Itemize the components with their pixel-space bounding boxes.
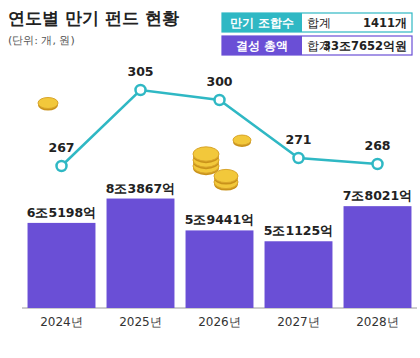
bar-label: 6조5198억 <box>27 205 97 220</box>
bar-label: 8조3867억 <box>106 181 176 196</box>
line-marker <box>294 153 304 163</box>
bar-label: 7조8021억 <box>343 188 413 203</box>
legend-frame <box>222 36 412 55</box>
subtitle: (단위: 개, 원) <box>8 34 75 47</box>
x-tick-label: 2027년 <box>277 315 320 329</box>
legend-label: 결성 총액 <box>236 39 288 53</box>
legend-caption: 합계 <box>307 16 331 30</box>
x-tick-label: 2025년 <box>119 315 162 329</box>
x-tick-label: 2026년 <box>198 315 241 329</box>
line-marker <box>215 95 225 105</box>
bar <box>28 223 96 308</box>
title: 연도별 만기 펀드 현황 <box>8 8 179 28</box>
bar-label: 5조9441억 <box>185 212 255 227</box>
data-labels: 6조5198억 8조3867억 5조9441억 5조1125억 7조8021억 267 30… <box>27 64 413 238</box>
legend-label: 만기 조합수 <box>230 16 294 30</box>
bar <box>107 199 175 308</box>
line-label: 268 <box>364 138 390 153</box>
legend-total: 33조7652억원 <box>323 39 407 53</box>
coin-icon <box>193 147 219 163</box>
coin-icon <box>38 98 58 111</box>
legend-swatch <box>222 13 302 32</box>
legend-total: 1411개 <box>363 16 407 30</box>
coin-icon <box>214 169 238 184</box>
line-marker <box>57 161 67 171</box>
legend-item: 만기 조합수 합계 1411개 <box>222 13 412 32</box>
coin-icon <box>233 135 251 147</box>
legend-frame <box>222 13 412 32</box>
x-tick-label: 2028년 <box>356 315 399 329</box>
bar <box>186 230 254 308</box>
line-label: 300 <box>206 74 232 89</box>
bar <box>344 206 412 308</box>
x-tick-label: 2024년 <box>40 315 83 329</box>
bar-label: 5조1125억 <box>264 223 334 238</box>
legend-swatch <box>222 36 302 55</box>
line-label: 271 <box>285 132 311 147</box>
legend-item: 결성 총액합계33조7652억원 <box>222 36 412 55</box>
chart: 연도별 만기 펀드 현황 (단위: 개, 원) 만기 조합수 합계 1411개결성 총액… <box>0 0 420 358</box>
line-marker <box>136 85 146 95</box>
line-marker <box>373 159 383 169</box>
plot-area <box>28 85 412 308</box>
bar <box>265 241 333 308</box>
line <box>62 90 378 166</box>
line-label: 305 <box>127 64 153 79</box>
line-label: 267 <box>48 140 74 155</box>
